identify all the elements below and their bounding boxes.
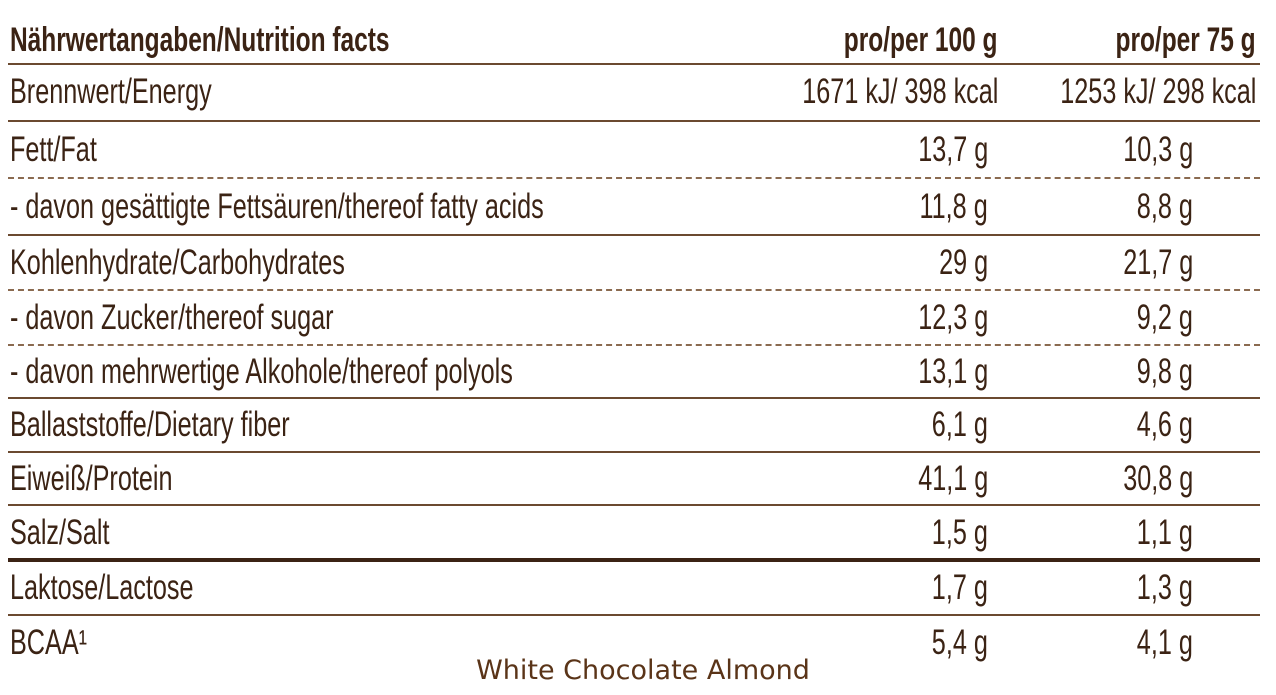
- value-75g-text: 4,1 g: [1136, 622, 1193, 662]
- value-100g-text: 13,1 g: [917, 351, 988, 391]
- row-separator: [8, 289, 1260, 291]
- row-label-text: BCAA¹: [10, 622, 88, 662]
- row-label: Salz/Salt: [10, 513, 148, 553]
- value-100g-text: 5,4 g: [931, 622, 988, 662]
- row-separator: [8, 558, 1260, 562]
- value-75g: 21,7 g: [1096, 243, 1193, 283]
- value-100g-text: 1,7 g: [931, 567, 988, 607]
- row-label-text: - davon Zucker/thereof sugar: [10, 297, 334, 337]
- row-separator: [8, 614, 1260, 616]
- value-75g: 8,8 g: [1115, 187, 1193, 227]
- header-label-text: Nährwertangaben/Nutrition facts: [10, 21, 390, 59]
- value-100g: 5,4 g: [910, 623, 988, 663]
- value-75g-text: 9,8 g: [1136, 351, 1193, 391]
- row-label: Kohlenhydrate/Carbohydrates: [10, 243, 475, 283]
- value-75g-text: 1,1 g: [1136, 512, 1193, 552]
- row-label: - davon Zucker/thereof sugar: [10, 298, 459, 338]
- value-75g: 9,8 g: [1115, 352, 1193, 392]
- row-label-text: Brennwert/Energy: [10, 72, 212, 111]
- value-100g-text: 13,7 g: [917, 129, 988, 169]
- value-75g: 4,6 g: [1115, 405, 1193, 445]
- row-label-text: Laktose/Lactose: [10, 567, 194, 607]
- value-100g: 1,5 g: [910, 513, 988, 553]
- value-100g: 41,1 g: [891, 459, 988, 499]
- row-label: BCAA¹: [10, 623, 117, 663]
- header-col-text: pro/per 75 g: [1115, 21, 1256, 59]
- row-separator: [8, 234, 1260, 236]
- value-75g-text: 8,8 g: [1136, 186, 1193, 226]
- value-100g-text: 1,5 g: [931, 512, 988, 552]
- value-75g-text: 30,8 g: [1122, 458, 1193, 498]
- row-label: Eiweiß/Protein: [10, 459, 236, 499]
- row-label-text: Kohlenhydrate/Carbohydrates: [10, 242, 345, 282]
- row-label-text: Fett/Fat: [10, 129, 97, 169]
- caption: White Chocolate Almond: [476, 655, 810, 686]
- value-75g: 30,8 g: [1096, 459, 1193, 499]
- row-label: - davon gesättigte Fettsäuren/thereof fa…: [10, 187, 751, 227]
- value-100g-text: 12,3 g: [917, 297, 988, 337]
- row-separator: [8, 451, 1260, 453]
- value-75g: 1,3 g: [1115, 568, 1193, 608]
- row-label: Ballaststoffe/Dietary fiber: [10, 405, 398, 445]
- row-separator: [8, 63, 1260, 65]
- value-100g-text: 11,8 g: [919, 186, 988, 226]
- row-label: Laktose/Lactose: [10, 568, 265, 608]
- value-75g: 1,1 g: [1115, 513, 1193, 553]
- value-100g: 1,7 g: [910, 568, 988, 608]
- value-100g: 13,7 g: [891, 130, 988, 170]
- value-75g-text: 9,2 g: [1136, 297, 1193, 337]
- row-separator: [8, 120, 1260, 122]
- value-100g: 13,1 g: [891, 352, 988, 392]
- row-label: - davon mehrwertige Alkohole/thereof pol…: [10, 352, 708, 392]
- value-100g: 6,1 g: [910, 405, 988, 445]
- row-label-text: Salz/Salt: [10, 512, 110, 552]
- value-75g-text: 10,3 g: [1122, 129, 1193, 169]
- row-separator: [8, 344, 1260, 346]
- value-75g: 4,1 g: [1115, 623, 1193, 663]
- row-label-text: - davon mehrwertige Alkohole/thereof pol…: [10, 351, 513, 391]
- row-label-text: Ballaststoffe/Dietary fiber: [10, 405, 290, 444]
- header-col-text: pro/per 100 g: [844, 21, 998, 59]
- value-75g: 1253 kJ/ 298 kcal: [984, 72, 1256, 112]
- header-col: pro/per 100 g: [784, 20, 998, 60]
- header-col: pro/per 75 g: [1061, 20, 1256, 60]
- value-100g: 11,8 g: [893, 187, 988, 227]
- header-label: Nährwertangaben/Nutrition facts: [10, 20, 537, 60]
- row-label-text: - davon gesättigte Fettsäuren/thereof fa…: [10, 186, 544, 226]
- value-75g-text: 1253 kJ/ 298 kcal: [1059, 72, 1256, 111]
- value-100g: 12,3 g: [891, 298, 988, 338]
- row-separator: [8, 397, 1260, 399]
- value-100g: 1671 kJ/ 398 kcal: [726, 72, 998, 112]
- value-100g-text: 29 g: [938, 242, 988, 282]
- value-75g: 10,3 g: [1096, 130, 1193, 170]
- row-separator: [8, 177, 1260, 179]
- value-100g-text: 41,1 g: [917, 458, 988, 498]
- value-75g-text: 21,7 g: [1122, 242, 1193, 282]
- value-75g: 9,2 g: [1115, 298, 1193, 338]
- row-label-text: Eiweiß/Protein: [10, 458, 173, 498]
- value-75g-text: 4,6 g: [1136, 405, 1193, 444]
- value-100g-text: 6,1 g: [931, 405, 988, 444]
- value-100g: 29 g: [920, 243, 988, 283]
- row-label: Fett/Fat: [10, 130, 131, 170]
- value-75g-text: 1,3 g: [1136, 567, 1193, 607]
- value-100g-text: 1671 kJ/ 398 kcal: [801, 72, 998, 111]
- row-separator: [8, 504, 1260, 506]
- row-label: Brennwert/Energy: [10, 72, 290, 112]
